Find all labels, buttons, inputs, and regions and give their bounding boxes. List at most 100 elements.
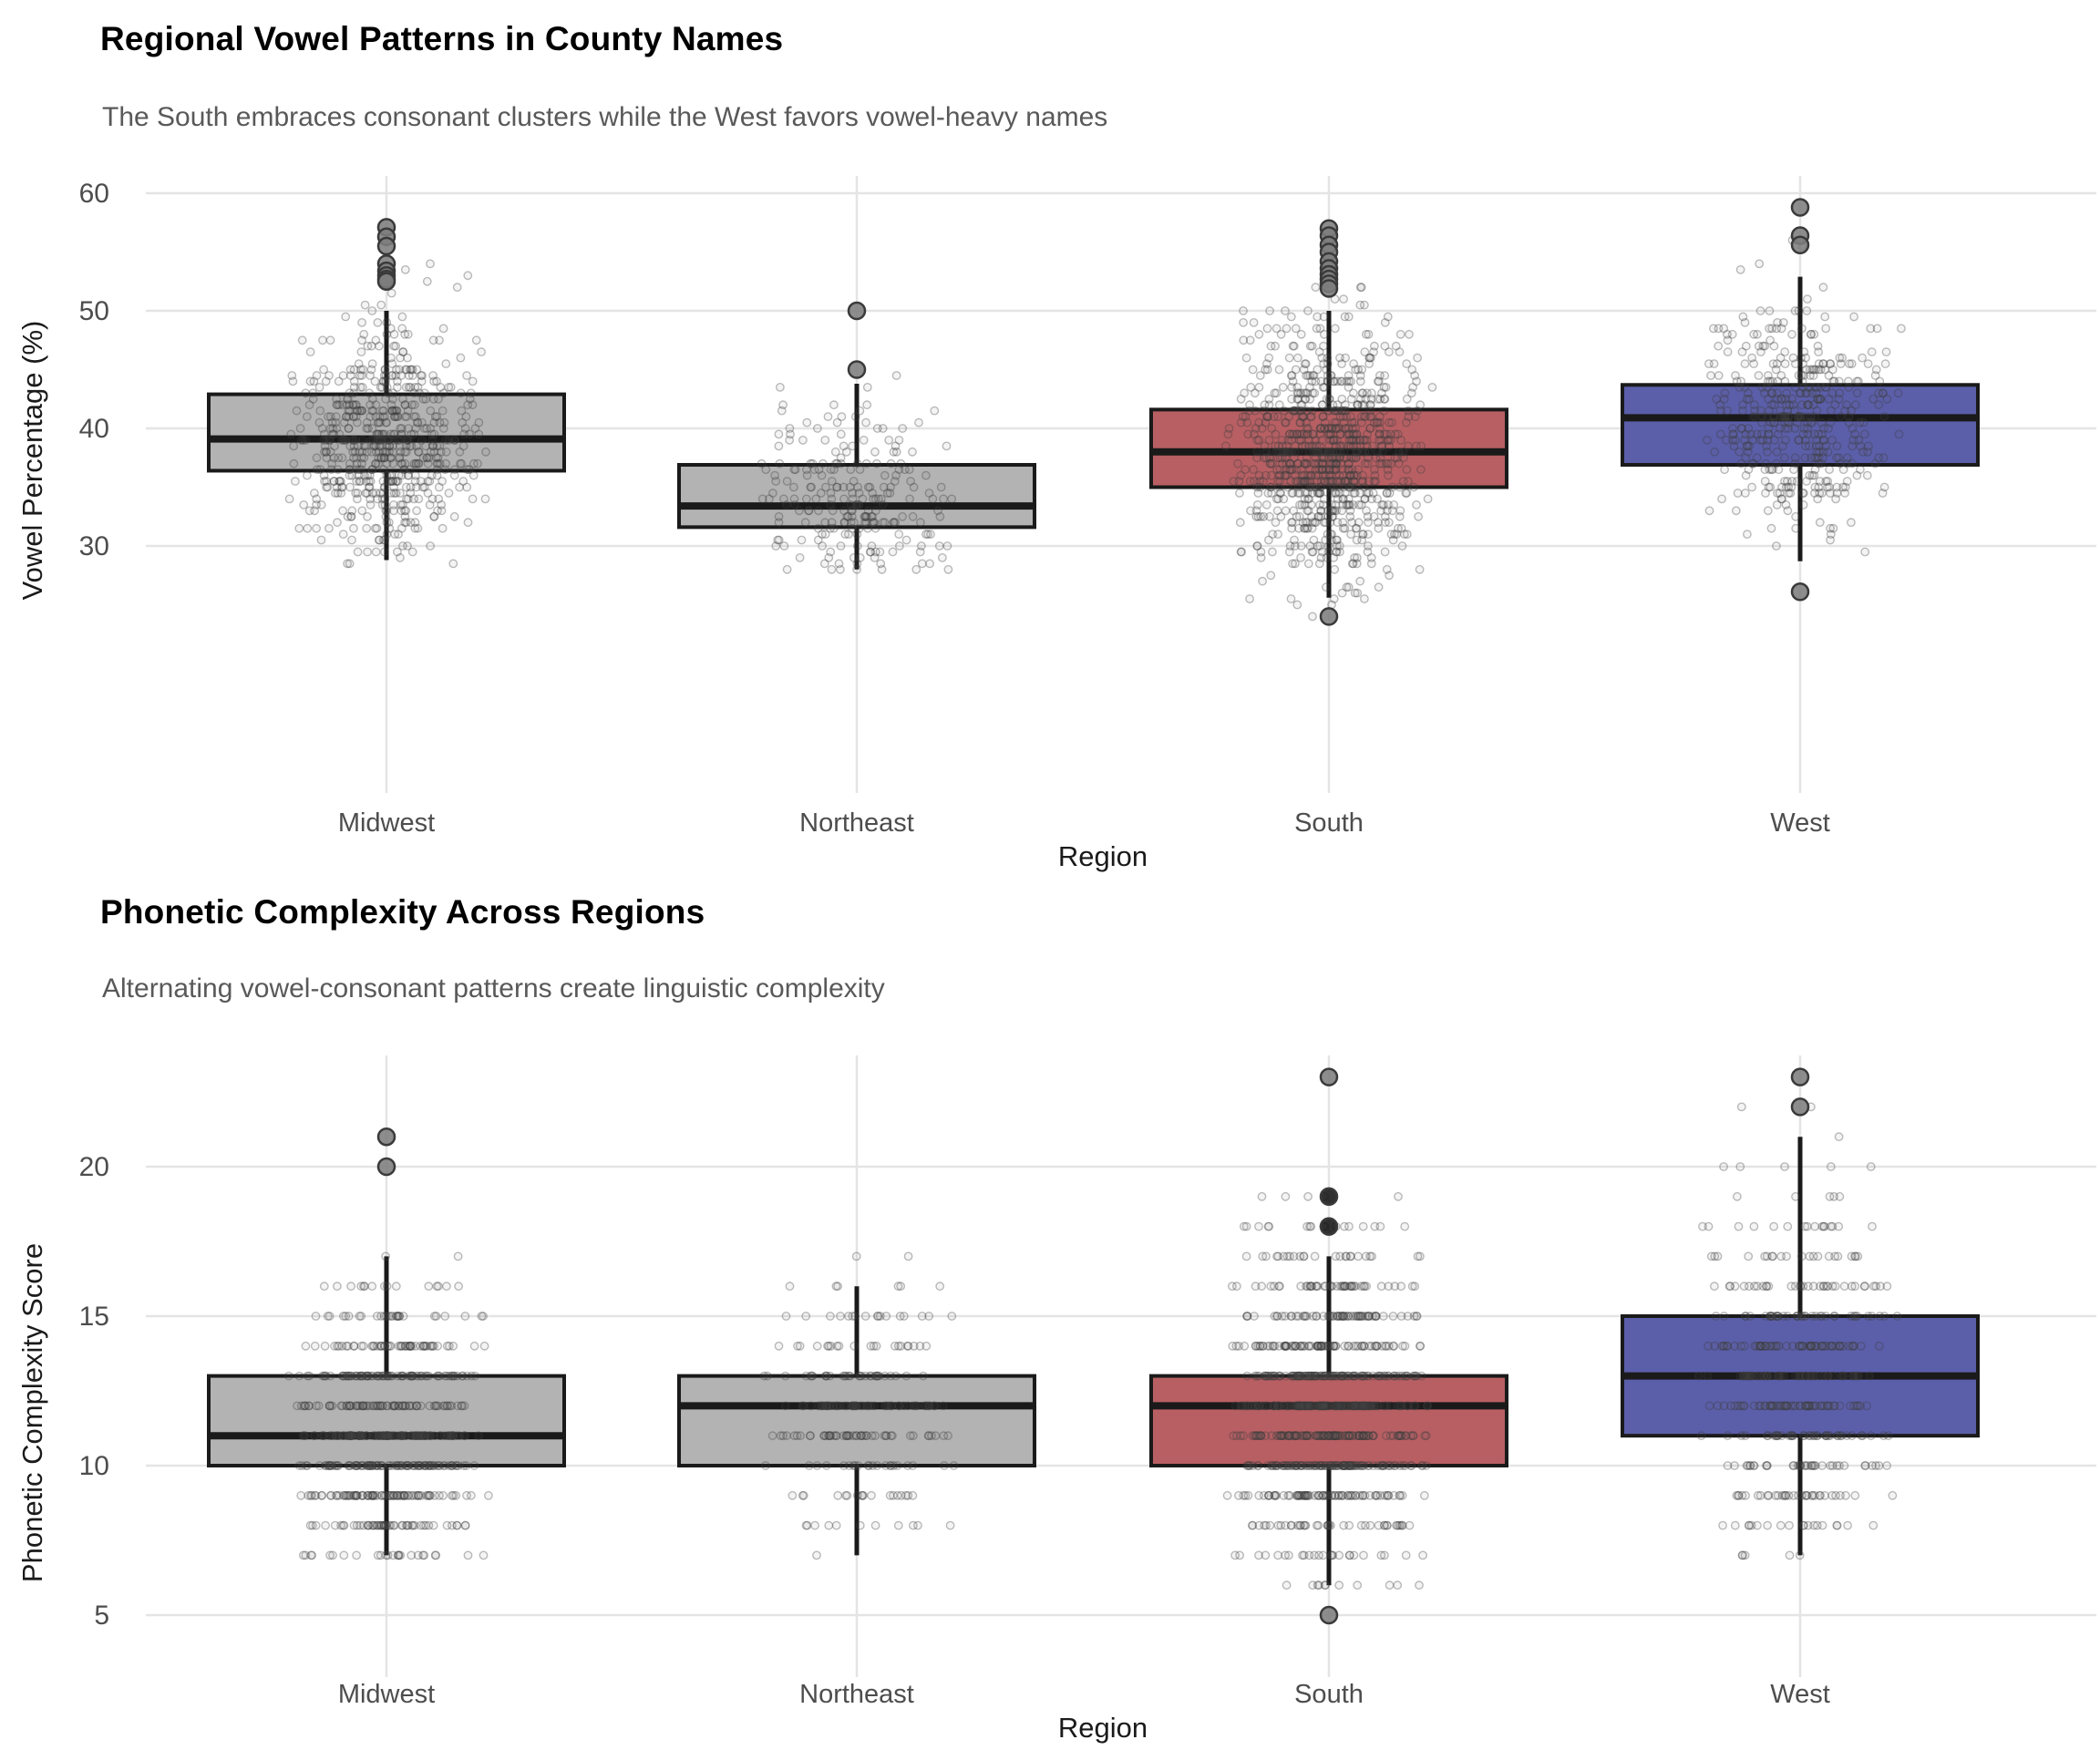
data-point: [1390, 1282, 1400, 1292]
data-point: [436, 382, 446, 392]
data-point: [1401, 1431, 1411, 1441]
data-point: [410, 518, 420, 528]
data-point: [420, 1341, 430, 1351]
data-point: [1839, 1371, 1849, 1381]
data-point: [1871, 365, 1881, 375]
data-point: [898, 511, 907, 521]
outlier-point: [1319, 1067, 1339, 1086]
data-point: [1854, 435, 1864, 445]
data-point: [417, 435, 427, 445]
data-point: [1337, 1401, 1346, 1411]
data-point: [405, 441, 415, 451]
data-point: [1776, 406, 1786, 416]
data-point: [1343, 1490, 1353, 1500]
data-point: [344, 1371, 354, 1381]
data-point: [930, 1401, 940, 1411]
data-point: [374, 447, 384, 457]
data-point: [1802, 365, 1811, 375]
data-point: [1377, 388, 1386, 398]
data-point: [372, 1312, 382, 1321]
data-point: [1829, 1312, 1839, 1321]
data-point: [324, 1431, 335, 1441]
data-point: [450, 435, 460, 445]
data-point: [1758, 435, 1767, 445]
data-point: [1266, 341, 1276, 351]
data-point: [1375, 458, 1385, 468]
data-point: [1253, 1461, 1263, 1470]
data-point: [407, 1341, 417, 1351]
data-point: [429, 429, 439, 439]
data-point: [1768, 1251, 1777, 1261]
data-point: [396, 424, 407, 433]
data-point: [1343, 1341, 1354, 1351]
data-point: [1320, 1371, 1330, 1381]
data-point: [1286, 1312, 1296, 1321]
data-point: [1741, 453, 1751, 463]
data-point: [391, 412, 401, 421]
data-point: [1256, 511, 1266, 521]
data-point: [448, 559, 458, 569]
data-point: [1266, 482, 1276, 492]
data-point: [312, 500, 321, 510]
data-point: [800, 518, 810, 528]
data-point: [874, 1371, 883, 1381]
data-point: [441, 447, 451, 457]
data-point: [861, 458, 871, 468]
data-point: [399, 506, 409, 516]
data-point: [889, 518, 899, 528]
data-point: [1319, 1401, 1329, 1411]
data-point: [1385, 429, 1395, 439]
data-point: [1698, 1221, 1707, 1231]
data-point: [1251, 424, 1261, 433]
data-point: [1812, 1431, 1822, 1441]
data-point: [1710, 447, 1720, 457]
data-point: [1264, 394, 1274, 404]
data-point: [1361, 1520, 1370, 1530]
x-category-label: West: [1770, 1680, 1830, 1709]
data-point: [365, 494, 375, 504]
data-point: [400, 1341, 410, 1351]
outlier-point: [1790, 582, 1810, 602]
data-point: [1332, 453, 1342, 463]
data-point: [1389, 1371, 1399, 1381]
data-point: [1310, 441, 1320, 451]
data-point: [384, 1520, 394, 1530]
data-point: [1302, 429, 1312, 439]
data-point: [1255, 477, 1265, 486]
data-point: [861, 1431, 871, 1441]
data-point: [1362, 329, 1371, 339]
data-point: [1327, 511, 1337, 521]
data-point: [409, 1461, 419, 1470]
data-point: [761, 465, 771, 475]
data-point: [352, 465, 361, 475]
data-point: [451, 1461, 461, 1470]
data-point: [1249, 317, 1259, 327]
data-point: [1271, 494, 1282, 504]
data-point: [372, 523, 382, 533]
data-point: [1356, 1282, 1366, 1292]
data-point: [819, 1431, 829, 1441]
data-point: [1412, 1312, 1422, 1321]
data-point: [380, 500, 390, 510]
data-point: [376, 435, 386, 445]
data-point: [1358, 388, 1368, 398]
data-point: [779, 541, 789, 551]
data-point: [396, 500, 406, 510]
data-point: [389, 1401, 399, 1411]
data-point: [939, 494, 949, 504]
data-point: [1325, 518, 1335, 528]
data-point: [442, 1341, 452, 1351]
data-point: [1393, 1520, 1403, 1530]
data-point: [1318, 458, 1328, 468]
data-point: [358, 365, 368, 375]
data-point: [1353, 1312, 1362, 1321]
y-tick-label: 5: [94, 1601, 109, 1631]
data-point: [326, 465, 336, 475]
data-point: [1325, 1461, 1335, 1470]
data-point: [1875, 1312, 1885, 1321]
data-point: [1785, 400, 1795, 410]
data-point: [1359, 482, 1369, 492]
data-point: [1318, 400, 1328, 410]
data-point: [1290, 1461, 1300, 1470]
data-point: [898, 424, 908, 433]
